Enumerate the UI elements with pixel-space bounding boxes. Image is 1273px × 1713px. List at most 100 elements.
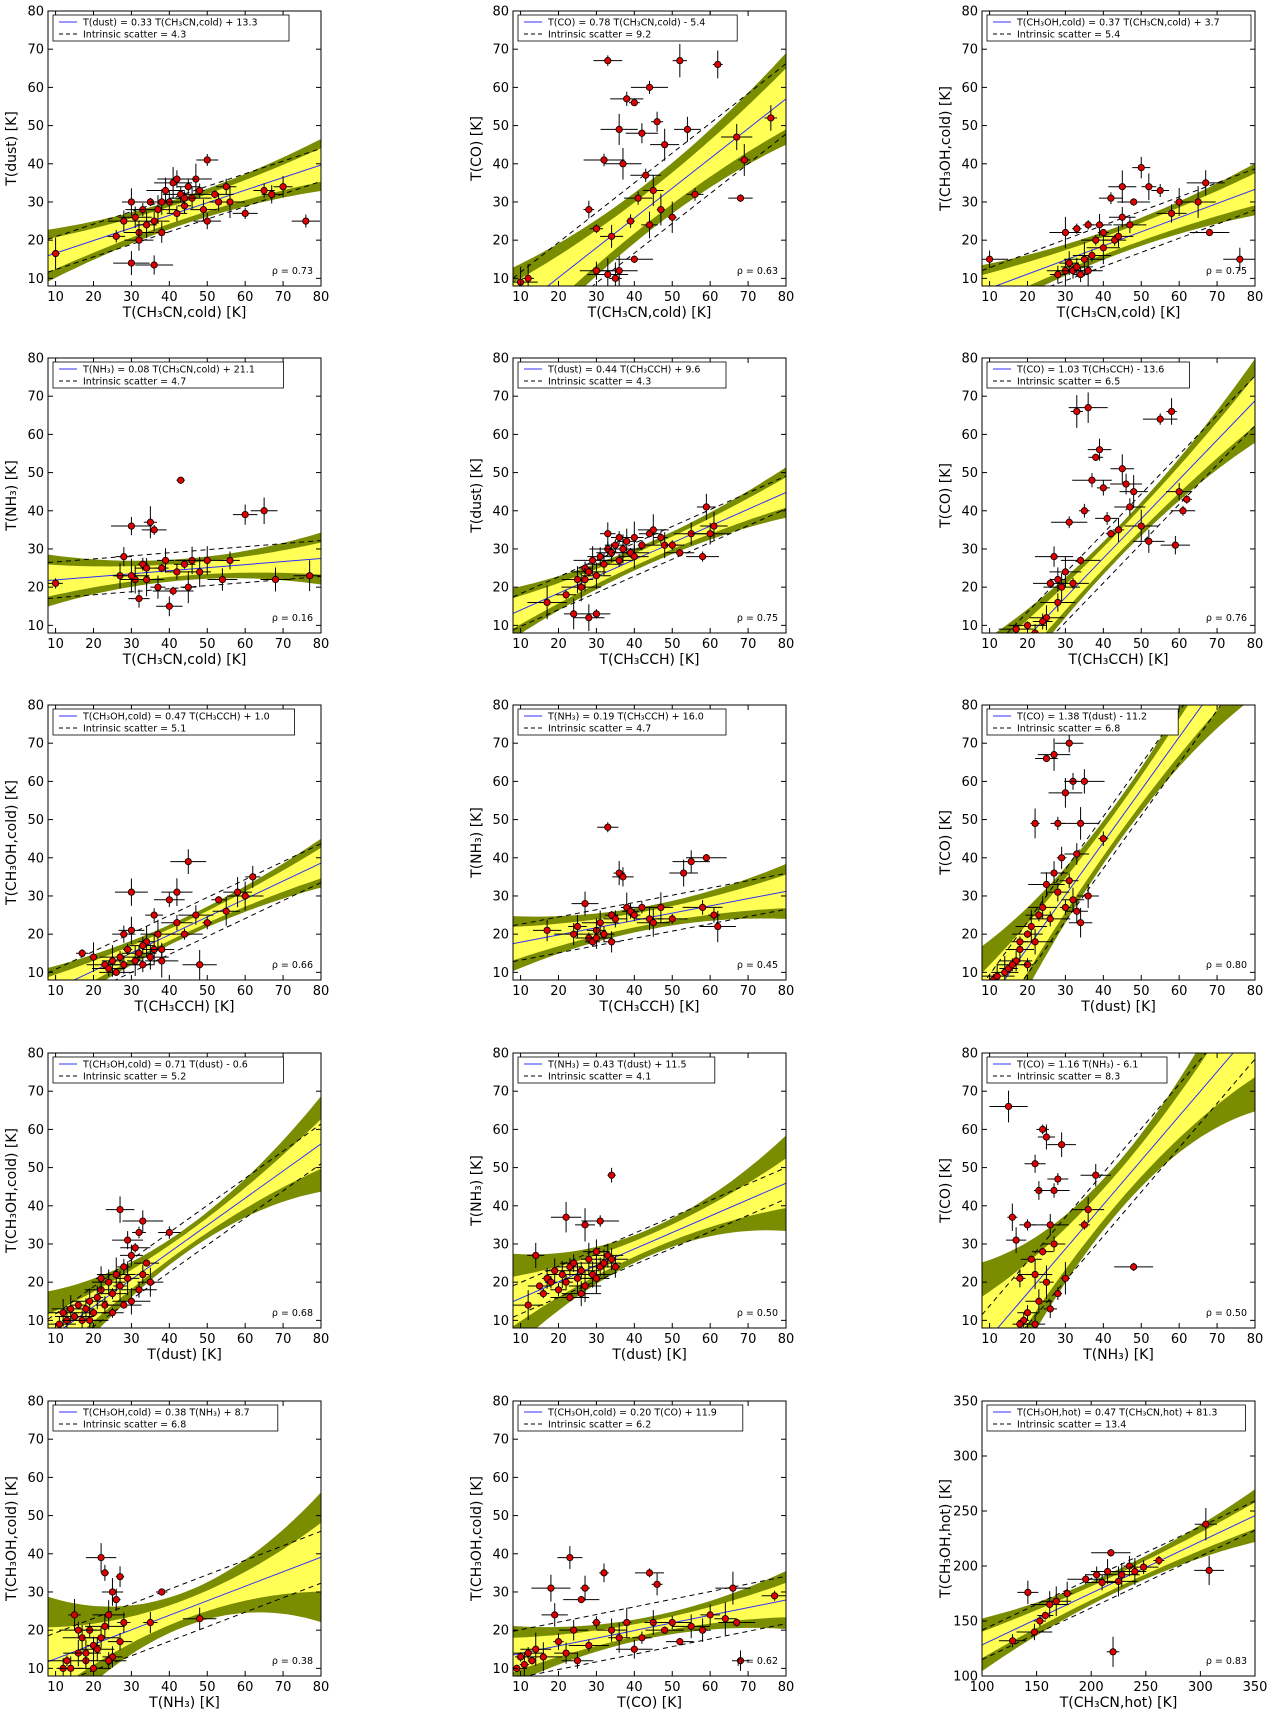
- data-marker: [173, 175, 181, 183]
- data-point: [630, 168, 662, 182]
- data-marker: [260, 507, 268, 515]
- data-point: [573, 604, 605, 632]
- x-tick-label: 30: [588, 984, 605, 999]
- data-point: [537, 1289, 550, 1299]
- x-tick-label: 70: [740, 984, 757, 999]
- x-tick-label: 20: [1019, 290, 1036, 305]
- data-point: [86, 1636, 101, 1655]
- y-tick-label: 20: [492, 928, 509, 943]
- data-marker: [1061, 789, 1070, 797]
- x-tick-label: 40: [161, 290, 178, 305]
- data-marker: [634, 194, 642, 202]
- data-point: [98, 1288, 127, 1300]
- data-marker: [150, 526, 158, 534]
- data-marker: [218, 575, 227, 584]
- data-marker: [1027, 1255, 1035, 1263]
- data-marker: [127, 259, 136, 267]
- data-point: [1055, 734, 1084, 753]
- x-tick-label: 40: [1095, 984, 1112, 999]
- x-tick-label: 70: [1209, 1332, 1226, 1347]
- x-axis-label: T(CH₃CCH) [K]: [133, 999, 234, 1015]
- y-tick-label: 20: [961, 234, 978, 249]
- x-tick-label: 70: [275, 984, 292, 999]
- y-tick-label: 70: [27, 1433, 44, 1448]
- data-marker: [1131, 1567, 1139, 1576]
- y-tick-label: 40: [27, 1547, 44, 1562]
- data-marker: [607, 1171, 616, 1179]
- data-marker: [1030, 1628, 1039, 1636]
- data-marker: [570, 1626, 578, 1634]
- x-tick-label: 200: [1079, 1680, 1104, 1695]
- data-point: [1153, 1555, 1165, 1566]
- data-point: [1156, 204, 1187, 223]
- data-marker: [203, 156, 211, 164]
- x-tick-label: 30: [123, 290, 140, 305]
- data-marker: [607, 1626, 616, 1634]
- data-marker: [619, 873, 627, 881]
- data-point: [1020, 1255, 1042, 1263]
- data-marker: [1073, 907, 1081, 915]
- data-marker: [1099, 228, 1107, 237]
- data-marker: [1236, 255, 1244, 263]
- data-marker: [165, 602, 173, 610]
- data-point: [628, 99, 640, 107]
- data-point: [83, 1627, 120, 1649]
- x-axis-label: T(CH₃CN,cold) [K]: [122, 305, 247, 321]
- data-marker: [1202, 179, 1210, 187]
- legend-box: [52, 14, 290, 42]
- data-point: [682, 900, 723, 915]
- x-tick-label: 30: [123, 637, 140, 652]
- y-tick-label: 60: [961, 428, 978, 443]
- data-point: [563, 1596, 600, 1604]
- data-marker: [1076, 919, 1085, 927]
- y-tick-label: 60: [492, 1471, 509, 1486]
- data-point: [653, 531, 668, 544]
- y-tick-label: 20: [961, 928, 978, 943]
- y-axis-label: T(CH₃OH,cold) [K]: [469, 1476, 485, 1602]
- data-point: [1006, 1227, 1027, 1254]
- data-marker: [1088, 476, 1096, 484]
- legend-scatter-label: Intrinsic scatter = 4.7: [83, 377, 186, 388]
- legend-fit-label: T(dust) = 0.44 T(CH₃CCH) + 9.6: [547, 365, 700, 376]
- data-marker: [146, 518, 154, 526]
- plot-area: [48, 476, 321, 617]
- data-marker: [1073, 407, 1081, 416]
- data-point: [610, 1256, 621, 1278]
- data-marker: [51, 579, 60, 587]
- y-axis-label: T(NH₃) [K]: [469, 807, 485, 879]
- x-tick-label: 10: [981, 290, 998, 305]
- data-point: [1012, 1320, 1028, 1328]
- data-point: [696, 493, 716, 521]
- data-point: [559, 1254, 588, 1272]
- data-point: [85, 1613, 125, 1639]
- legend-scatter-label: Intrinsic scatter = 5.1: [83, 724, 186, 735]
- data-point: [261, 185, 282, 204]
- data-point: [106, 1301, 142, 1309]
- data-point: [1064, 843, 1090, 865]
- x-tick-label: 80: [313, 1332, 330, 1347]
- data-marker: [199, 206, 208, 214]
- y-tick-label: 50: [961, 119, 978, 134]
- plot-frame: [47, 704, 322, 981]
- data-marker: [524, 1649, 532, 1657]
- data-marker: [1054, 575, 1062, 584]
- data-point: [1040, 593, 1076, 612]
- data-point: [1087, 438, 1112, 461]
- x-tick-label: 10: [981, 637, 998, 652]
- data-point: [718, 1618, 756, 1627]
- data-marker: [562, 1278, 570, 1286]
- data-point: [1128, 1560, 1159, 1575]
- data-point: [273, 176, 293, 198]
- data-marker: [562, 591, 570, 599]
- x-tick-label: 10: [512, 290, 529, 305]
- data-point: [583, 200, 595, 219]
- data-marker: [733, 133, 741, 141]
- y-tick-label: 30: [27, 1237, 44, 1252]
- data-point: [653, 1615, 692, 1630]
- data-point: [138, 211, 170, 231]
- data-point: [672, 44, 688, 78]
- data-marker: [112, 968, 120, 976]
- intrinsic-scatter-line: [982, 1500, 1255, 1631]
- x-tick-label: 40: [161, 637, 178, 652]
